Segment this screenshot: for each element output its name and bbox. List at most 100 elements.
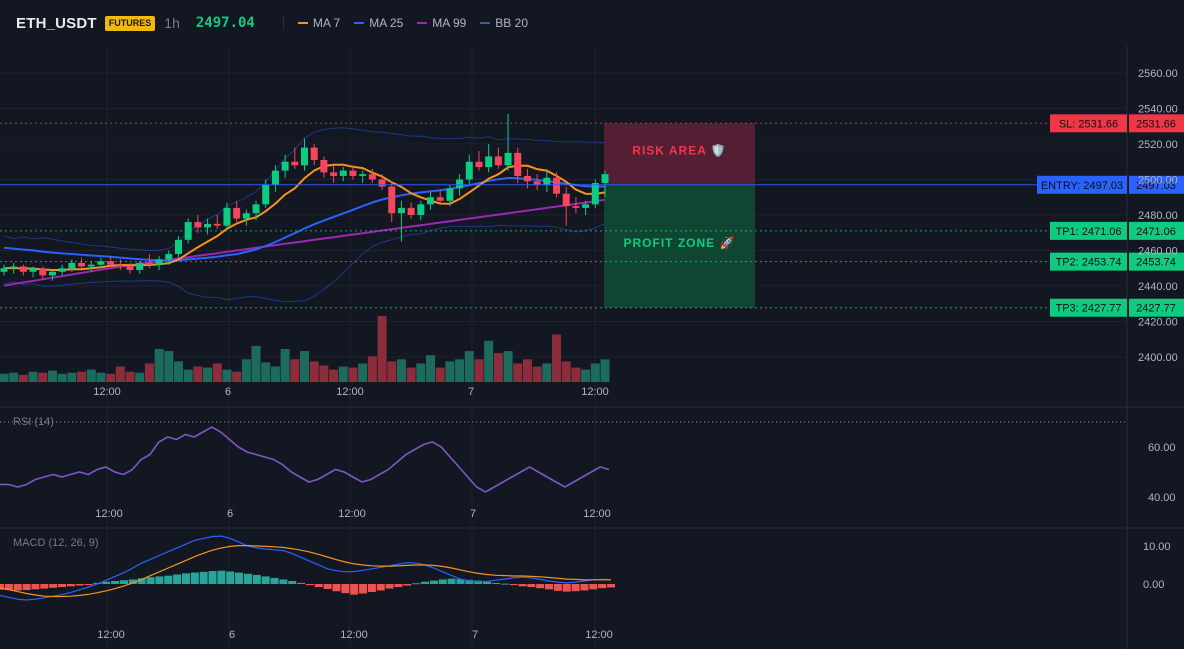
volume-bar [522,359,532,382]
candle-body [349,170,357,176]
tp3-axis-tag [1129,298,1184,317]
volume-bar [542,363,552,382]
candle-body [591,183,599,205]
candle-body [514,152,522,176]
macd-histogram-bar [22,584,31,591]
rsi-pane: RSI (14) 60.00 40.00 [0,416,1176,504]
macd-histogram-bar [500,583,509,585]
macd-histogram-bar [66,584,75,587]
macd-histogram-bar [297,582,306,584]
candle-body [388,186,396,214]
macd-histogram-bar [571,584,580,592]
price-tick: 2440.00 [1138,281,1178,293]
volume-bar [513,363,523,382]
legend-ma25[interactable]: MA 25 [354,16,403,30]
time-label: 12:00 [583,508,611,520]
candle-body [262,184,270,205]
macd-tick: 0.00 [1143,579,1164,591]
ma99-line [3,198,606,287]
macd-histogram-bar [155,576,164,584]
candle-body [194,222,202,228]
volume-bar [377,316,387,382]
macd-histogram-bar [518,584,527,587]
candle-body [165,254,173,260]
volume-bar [280,349,290,382]
volume-bar [106,373,116,382]
tp1-tag-label: TP1: 2471.06 [1055,226,1121,238]
candle-body [310,147,318,160]
tp2-axis-value: 2453.74 [1136,257,1176,269]
time-label: 6 [227,508,233,520]
time-label: 12:00 [95,508,123,520]
candle-body [397,207,405,214]
legend-ma99[interactable]: MA 99 [417,16,466,30]
time-label: 6 [229,629,235,641]
macd-histogram-bar [226,571,235,584]
time-label: 12:00 [336,386,364,398]
volume-bar [232,371,242,382]
tp1-axis-value: 2471.06 [1136,226,1176,238]
time-label: 7 [472,629,478,641]
tp3-tag [1050,298,1127,317]
trade-zones: RISK AREA 🛡️ PROFIT ZONE 🚀 [604,123,755,308]
candle-body [504,152,512,166]
volume-bar [18,374,28,382]
time-label: 7 [470,508,476,520]
candle-body [78,262,86,267]
macd-histogram-bar [75,584,84,586]
macd-histogram-bar [181,573,190,584]
candle-body [359,174,367,176]
volume-bar [561,361,571,382]
tp2-axis-tag [1129,252,1184,271]
volume-bar [348,367,358,382]
bollinger-bands [3,127,606,303]
volume-bar [329,369,339,382]
macd-histogram-bar [102,581,111,584]
bb20-swatch [480,22,491,24]
candle-body [87,264,95,267]
price-tick: 2460.00 [1138,246,1178,258]
candle-body [48,271,56,276]
price-tick: 2560.00 [1138,68,1178,80]
candle-body [68,262,76,269]
volume-bar [493,353,503,382]
tp3-axis-value: 2427.77 [1136,303,1176,315]
profit-zone [604,184,755,308]
candle-body [29,268,37,272]
volume-bar [9,372,19,382]
volume-bar [503,351,513,382]
volume-bar [0,373,9,382]
ma7-line [3,163,606,271]
volume-bar [86,369,96,382]
candle-body [97,261,105,265]
symbol-name[interactable]: ETH_USDT [16,14,97,32]
profit-zone-label: PROFIT ZONE 🚀 [624,236,736,250]
candle-body [155,259,163,265]
ma7-swatch [297,22,308,24]
legend-ma7[interactable]: MA 7 [297,16,340,30]
macd-histogram-bar [429,580,438,584]
volume-bar [532,366,542,382]
volume-bar [474,359,484,382]
time-label: 12:00 [338,508,366,520]
candle-body [291,161,299,166]
candle-body [427,197,435,205]
macd-title: MACD (12, 26, 9) [13,537,99,549]
volume-bar [115,366,125,382]
macd-histogram-bar [323,584,332,589]
entry-tag-label: ENTRY: 2497.03 [1041,180,1123,192]
legend-bb20[interactable]: BB 20 [480,16,528,30]
candle-body [204,223,212,228]
timeframe-label[interactable]: 1h [164,15,180,31]
volume-bar [290,359,300,382]
volume-bar [581,369,591,382]
candle-body [407,207,415,215]
tp2-tag-label: TP2: 2453.74 [1055,257,1121,269]
macd-histogram-bar [412,583,421,585]
macd-histogram-bar [359,584,368,594]
macd-histogram-bar [589,584,598,590]
volume-bar [552,334,562,382]
candle-body [242,213,250,219]
price-tick: 2520.00 [1138,139,1178,151]
